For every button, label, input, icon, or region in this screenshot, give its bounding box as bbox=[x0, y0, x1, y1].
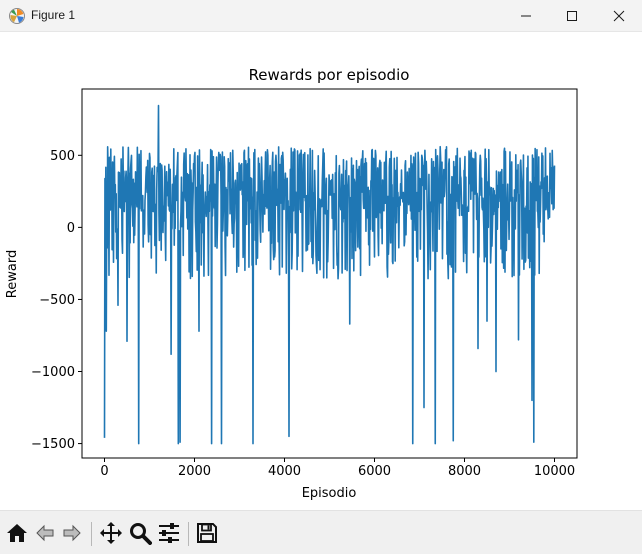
toolbar-separator bbox=[91, 522, 92, 546]
save-icon[interactable] bbox=[195, 521, 219, 545]
minimize-button[interactable] bbox=[503, 0, 549, 32]
pan-icon[interactable] bbox=[99, 521, 123, 545]
back-arrow-icon[interactable] bbox=[33, 521, 57, 545]
toolbar-separator bbox=[188, 522, 189, 546]
x-tick-label: 4000 bbox=[268, 464, 301, 479]
y-tick-label: −500 bbox=[39, 293, 75, 308]
navigation-toolbar bbox=[0, 510, 642, 554]
close-icon bbox=[613, 10, 625, 22]
minimize-icon bbox=[521, 15, 531, 17]
x-tick-label: 2000 bbox=[178, 464, 211, 479]
matplotlib-figure-icon bbox=[9, 8, 25, 24]
x-tick-label: 0 bbox=[100, 464, 108, 479]
y-tick-label: −1500 bbox=[31, 437, 75, 452]
window-titlebar[interactable]: Figure 1 bbox=[0, 0, 642, 32]
reward-series-line bbox=[103, 104, 556, 445]
maximize-button[interactable] bbox=[549, 0, 595, 32]
window-title: Figure 1 bbox=[31, 8, 76, 22]
y-tick-label: 0 bbox=[67, 221, 75, 236]
forward-arrow-icon[interactable] bbox=[60, 521, 84, 545]
figure-canvas[interactable]: Rewards por episodio 0 2000 4000 6000 8000 10… bbox=[0, 32, 642, 510]
maximize-icon bbox=[567, 11, 577, 21]
zoom-icon[interactable] bbox=[128, 521, 152, 545]
y-axis: −1500 −1000 −500 0 500 bbox=[31, 149, 82, 452]
close-button[interactable] bbox=[596, 0, 642, 32]
x-tick-label: 8000 bbox=[448, 464, 481, 479]
axes-frame bbox=[81, 88, 578, 459]
y-tick-label: 500 bbox=[50, 149, 75, 164]
chart-title: Rewards por episodio bbox=[249, 66, 410, 84]
y-axis-label: Reward bbox=[5, 250, 20, 298]
x-tick-label: 10000 bbox=[534, 464, 575, 479]
y-tick-label: −1000 bbox=[31, 365, 75, 380]
configure-subplots-icon[interactable] bbox=[157, 521, 181, 545]
reward-line-chart[interactable]: Rewards por episodio 0 2000 4000 6000 8000 10… bbox=[0, 32, 642, 510]
plot-area bbox=[103, 104, 556, 445]
home-icon[interactable] bbox=[5, 521, 29, 545]
x-axis: 0 2000 4000 6000 8000 10000 bbox=[100, 458, 575, 479]
x-tick-label: 6000 bbox=[358, 464, 391, 479]
x-axis-label: Episodio bbox=[302, 486, 357, 501]
